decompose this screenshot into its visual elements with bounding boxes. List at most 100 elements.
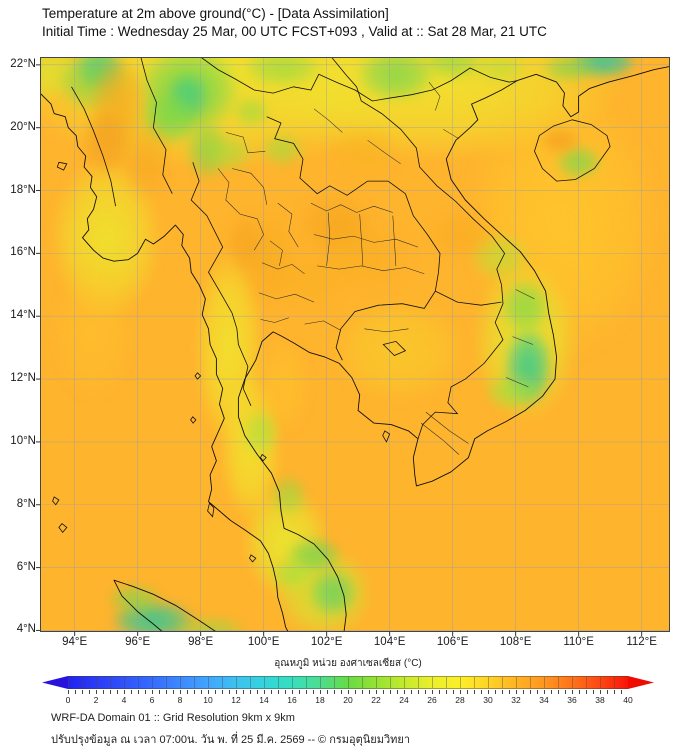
island-outline: [207, 502, 215, 518]
province-boundary: [260, 317, 289, 323]
colorbar-tick-label: 30: [483, 695, 493, 705]
province-boundary: [317, 265, 425, 275]
lon-tick-label: 98°E: [188, 636, 214, 648]
province-boundary: [232, 168, 268, 205]
country-border: [331, 57, 506, 285]
colorbar-tick-label: 20: [343, 695, 353, 705]
island-outline: [249, 554, 257, 563]
lon-tick-label: 104°E: [373, 636, 406, 648]
coastline: [237, 65, 670, 632]
province-boundary: [512, 336, 534, 345]
province-boundary: [225, 132, 266, 154]
map-frame: [40, 57, 670, 632]
colorbar-tick-label: 6: [149, 695, 155, 705]
country-border: [200, 57, 518, 102]
colorbar-tick-label: 10: [203, 695, 213, 705]
colorbar-tick-label: 18: [315, 695, 325, 705]
lon-tick-label: 106°E: [436, 636, 469, 648]
figure-subtitle: Initial Time : Wednesday 25 Mar, 00 UTC …: [42, 24, 547, 39]
island-outline: [382, 430, 391, 443]
country-border: [140, 57, 173, 194]
update-info-text: ปรับปรุงข้อมูล ณ เวลา 07:00น. วัน พ. ที่…: [51, 734, 411, 746]
colorbar-tick-label: 24: [399, 695, 409, 705]
colorbar-tick-label: 14: [259, 695, 269, 705]
colorbar-tick-label: 16: [287, 695, 297, 705]
colorbar-left-arrow: [42, 676, 68, 689]
domain-info-text: WRF-DA Domain 01 :: Grid Resolution 9km …: [51, 712, 295, 724]
lat-tick-label: 6°N: [16, 560, 36, 573]
province-boundary: [506, 377, 529, 388]
lon-tick-label: 94°E: [62, 636, 88, 648]
lat-tick-label: 16°N: [10, 246, 36, 259]
country-border: [71, 86, 116, 207]
country-border: [417, 284, 504, 439]
province-boundary: [310, 202, 393, 213]
province-boundary: [313, 108, 343, 133]
colorbar-tick-label: 12: [231, 695, 241, 705]
island-outline: [58, 523, 68, 534]
colorbar-tick-label: 8: [177, 695, 183, 705]
colorbar-tick-label: 26: [427, 695, 437, 705]
colorbar-tick-label: 40: [623, 695, 633, 705]
island-outline: [56, 161, 68, 171]
country-border: [190, 162, 252, 406]
coastline: [113, 579, 217, 632]
province-boundary: [428, 81, 441, 111]
lon-tick-label: 96°E: [125, 636, 151, 648]
island-outline: [194, 372, 202, 380]
island-outline: [382, 340, 407, 356]
lat-tick-label: 20°N: [10, 120, 36, 133]
province-boundary: [239, 213, 264, 251]
province-boundary: [217, 168, 241, 215]
lat-tick-label: 22°N: [10, 57, 36, 70]
colorbar-tick-label: 36: [567, 695, 577, 705]
lon-tick-label: 100°E: [247, 636, 280, 648]
province-boundary: [261, 262, 305, 275]
province-boundary: [367, 140, 401, 165]
map-overlay-svg: [36, 57, 670, 636]
colorbar-tick-label: 0: [65, 695, 71, 705]
colorbar-tick-label: 2: [93, 695, 99, 705]
colorbar-right-arrow: [628, 676, 654, 689]
province-boundary: [425, 411, 469, 444]
lat-tick-label: 10°N: [10, 434, 36, 447]
island-outline: [190, 416, 197, 424]
lat-tick-label: 18°N: [10, 183, 36, 196]
colorbar-tick-label: 32: [511, 695, 521, 705]
province-boundary: [515, 289, 535, 300]
lat-tick-label: 14°N: [10, 309, 36, 322]
colorbar-tick-label: 22: [371, 695, 381, 705]
island-outline: [260, 453, 267, 462]
province-boundary: [392, 215, 397, 266]
province-boundary: [258, 292, 315, 303]
figure-title: Temperature at 2m above ground(°C) - [Da…: [42, 6, 389, 21]
province-boundary: [304, 320, 341, 331]
temperature-heat-field: [40, 57, 670, 632]
lat-tick-label: 8°N: [16, 497, 36, 510]
colorbar-tick-label: 38: [595, 695, 605, 705]
province-boundary: [359, 214, 364, 266]
lon-tick-label: 102°E: [310, 636, 343, 648]
lat-tick-label: 4°N: [16, 623, 36, 636]
province-boundary: [269, 240, 283, 266]
lon-tick-label: 112°E: [626, 636, 657, 648]
province-boundary: [443, 129, 460, 139]
province-boundary: [420, 422, 460, 455]
island-outline: [52, 496, 60, 506]
map-area: [36, 57, 670, 636]
colorbar-tick-label: 34: [539, 695, 549, 705]
province-boundary: [364, 328, 409, 333]
coastline: [40, 92, 289, 632]
province-boundary: [277, 202, 299, 248]
colorbar-gradient: [68, 676, 628, 689]
country-border: [266, 116, 441, 292]
colorbar-tick-label: 28: [455, 695, 465, 705]
colorbar-segment-dividers: [68, 677, 628, 688]
colorbar-tick-marks: [68, 690, 628, 694]
lon-tick-label: 108°E: [499, 636, 532, 648]
colorbar-tick-label: 4: [121, 695, 127, 705]
country-border: [335, 290, 436, 361]
country-border: [435, 290, 502, 306]
province-boundary: [326, 212, 331, 266]
